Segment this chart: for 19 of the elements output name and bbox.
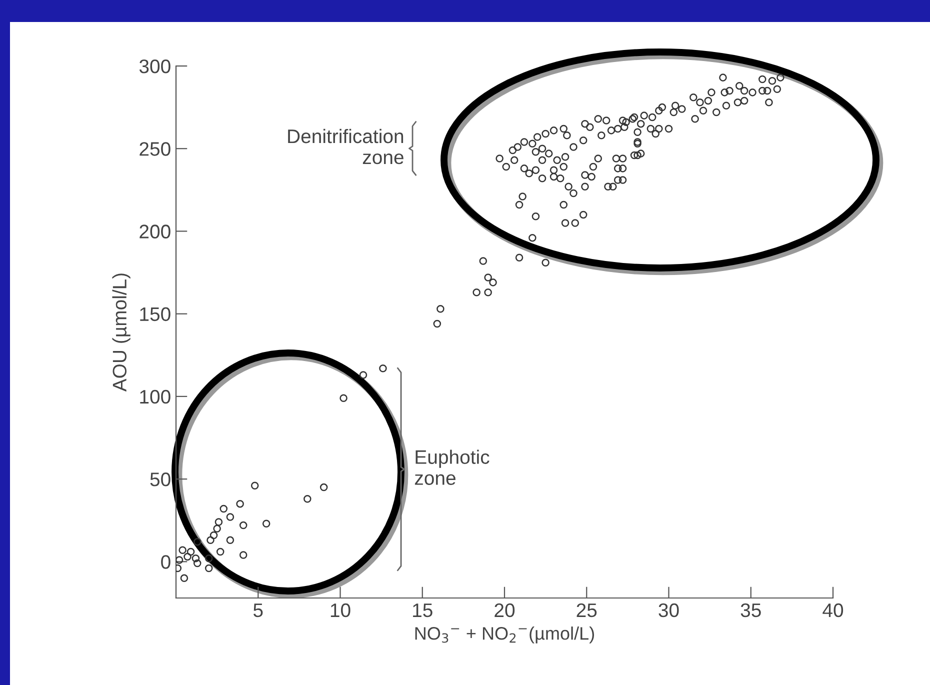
x-tick-label: 30 [658, 603, 679, 618]
y-tick-label: 150 [140, 307, 170, 322]
x-tick-label: 20 [494, 603, 515, 618]
y-tick-label: 0 [161, 555, 170, 569]
annotation: Denitrification zone [288, 128, 404, 164]
annotation: Euphotic zone [414, 450, 490, 485]
y-tick-label: 100 [140, 390, 170, 404]
y-tick-label: 250 [140, 142, 170, 156]
y-tick-label: 200 [140, 224, 170, 238]
x-tick-label: 40 [822, 603, 844, 618]
x-tick-label: 35 [740, 603, 761, 618]
y-tick-label: 50 [150, 472, 170, 486]
x-tick-label: 25 [576, 603, 597, 618]
y-axis-title: AOU (µmol/L) [112, 274, 130, 392]
y-tick-label: 300 [139, 59, 170, 74]
x-tick-label: 10 [330, 603, 350, 618]
x-axis-title: NO$_{3}$$^{−}$ + NO$_{2}$$^{−}$(µmol/L) [415, 626, 594, 644]
x-tick-label: 15 [413, 604, 432, 618]
x-tick-label: 5 [253, 604, 263, 618]
